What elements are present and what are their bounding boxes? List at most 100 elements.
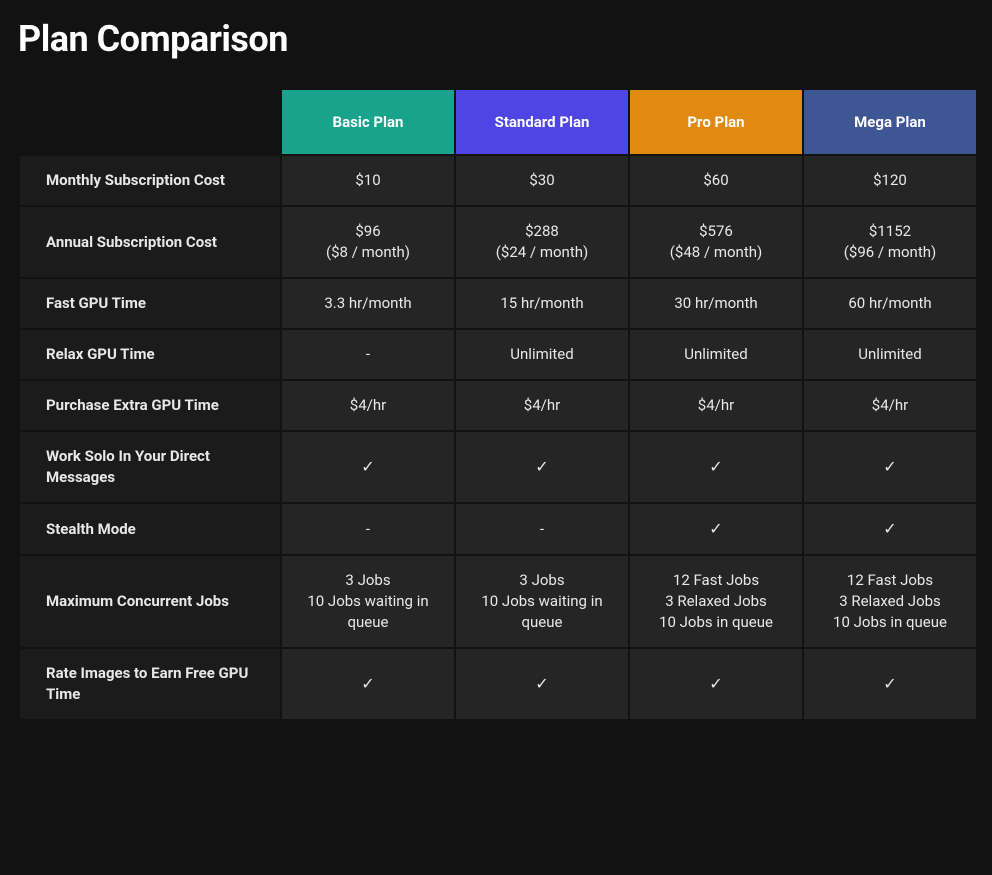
table-row: Work Solo In Your Direct Messages ✓ ✓ ✓ ✓ — [20, 432, 976, 502]
cell-pro: ✓ — [630, 432, 802, 502]
cell-line: 12 Fast Jobs — [673, 571, 759, 589]
cell-basic: ✓ — [282, 649, 454, 719]
cell-mega: 60 hr/month — [804, 279, 976, 328]
cell-basic: ✓ — [282, 432, 454, 502]
cell-standard: $4/hr — [456, 381, 628, 430]
plan-header-basic: Basic Plan — [282, 90, 454, 154]
cell-mega: $4/hr — [804, 381, 976, 430]
cell-line: 3 Jobs — [345, 571, 390, 589]
cell-pro: $60 — [630, 156, 802, 205]
table-row: Relax GPU Time - Unlimited Unlimited Unlimit… — [20, 330, 976, 379]
cell-line: 3 Relaxed Jobs — [814, 591, 966, 612]
cell-line: $120 — [873, 171, 907, 189]
cell-pro: $4/hr — [630, 381, 802, 430]
cell-standard: $288 ($24 / month) — [456, 207, 628, 277]
row-label: Fast GPU Time — [20, 279, 280, 328]
cell-line: - — [366, 345, 370, 363]
cell-standard: ✓ — [456, 432, 628, 502]
row-label: Maximum Concurrent Jobs — [20, 556, 280, 647]
cell-line: $30 — [529, 171, 554, 189]
cell-pro: 30 hr/month — [630, 279, 802, 328]
row-label: Rate Images to Earn Free GPU Time — [20, 649, 280, 719]
cell-line: 30 hr/month — [674, 294, 757, 312]
cell-line: ✓ — [709, 519, 722, 538]
cell-line: ($24 / month) — [466, 242, 618, 263]
cell-basic: - — [282, 504, 454, 554]
row-label: Purchase Extra GPU Time — [20, 381, 280, 430]
cell-pro: ✓ — [630, 504, 802, 554]
row-label: Work Solo In Your Direct Messages — [20, 432, 280, 502]
cell-line: ✓ — [709, 457, 722, 476]
cell-line: ✓ — [361, 674, 374, 693]
cell-line: $96 — [355, 222, 380, 240]
cell-mega: ✓ — [804, 432, 976, 502]
plan-header-standard: Standard Plan — [456, 90, 628, 154]
cell-line: - — [540, 520, 544, 538]
cell-line: 10 Jobs in queue — [640, 612, 792, 633]
cell-line: 12 Fast Jobs — [847, 571, 933, 589]
cell-line: $4/hr — [524, 396, 560, 414]
table-row: Fast GPU Time 3.3 hr/month 15 hr/month 30 h… — [20, 279, 976, 328]
cell-line: Unlimited — [510, 345, 573, 363]
cell-line: 3.3 hr/month — [324, 294, 411, 312]
cell-line: ✓ — [361, 457, 374, 476]
page-title: Plan Comparison — [18, 18, 974, 60]
cell-line: ✓ — [883, 674, 896, 693]
cell-line: $576 — [699, 222, 733, 240]
table-row: Monthly Subscription Cost$10$30$60$120 — [20, 156, 976, 205]
cell-line: 15 hr/month — [500, 294, 583, 312]
cell-basic: $96 ($8 / month) — [282, 207, 454, 277]
table-row: Annual Subscription Cost$96($8 / month)$… — [20, 207, 976, 277]
cell-standard: 15 hr/month — [456, 279, 628, 328]
cell-standard: - — [456, 504, 628, 554]
table-row: Rate Images to Earn Free GPU Time ✓ ✓ ✓ ✓ — [20, 649, 976, 719]
plan-comparison-table: Basic Plan Standard Plan Pro Plan Mega P… — [18, 88, 978, 721]
cell-line: $4/hr — [350, 396, 386, 414]
table-header-corner — [20, 90, 280, 154]
cell-line: ✓ — [535, 674, 548, 693]
cell-pro: ✓ — [630, 649, 802, 719]
cell-basic: 3 Jobs 10 Jobs waiting in queue — [282, 556, 454, 647]
cell-mega: Unlimited — [804, 330, 976, 379]
cell-standard: 3 Jobs 10 Jobs waiting in queue — [456, 556, 628, 647]
cell-line: ✓ — [709, 674, 722, 693]
cell-basic: - — [282, 330, 454, 379]
cell-line: 3 Jobs — [519, 571, 564, 589]
cell-pro: 12 Fast Jobs 3 Relaxed Jobs10 Jobs in que… — [630, 556, 802, 647]
cell-line: 10 Jobs waiting in queue — [292, 591, 444, 633]
cell-line: 3 Relaxed Jobs — [640, 591, 792, 612]
row-label: Annual Subscription Cost — [20, 207, 280, 277]
row-label: Relax GPU Time — [20, 330, 280, 379]
cell-standard: Unlimited — [456, 330, 628, 379]
cell-line: $10 — [355, 171, 380, 189]
cell-line: $4/hr — [872, 396, 908, 414]
plan-header-pro: Pro Plan — [630, 90, 802, 154]
cell-line: ✓ — [883, 457, 896, 476]
cell-line: ✓ — [535, 457, 548, 476]
cell-line: $4/hr — [698, 396, 734, 414]
cell-pro: $576 ($48 / month) — [630, 207, 802, 277]
table-row: Purchase Extra GPU Time $4/hr $4/hr $4/hr $4… — [20, 381, 976, 430]
cell-standard: $30 — [456, 156, 628, 205]
cell-basic: $4/hr — [282, 381, 454, 430]
cell-line: $288 — [525, 222, 559, 240]
row-label: Stealth Mode — [20, 504, 280, 554]
cell-line: ($48 / month) — [640, 242, 792, 263]
cell-line: 60 hr/month — [848, 294, 931, 312]
table-body: Monthly Subscription Cost$10$30$60$120An… — [20, 156, 976, 719]
cell-line: - — [366, 520, 370, 538]
cell-line: Unlimited — [684, 345, 747, 363]
cell-line: $1152 — [869, 222, 911, 240]
cell-line: Unlimited — [858, 345, 921, 363]
cell-basic: $10 — [282, 156, 454, 205]
cell-mega: ✓ — [804, 504, 976, 554]
table-row: Stealth Mode - - ✓ ✓ — [20, 504, 976, 554]
cell-line: ($8 / month) — [292, 242, 444, 263]
cell-standard: ✓ — [456, 649, 628, 719]
cell-mega: $120 — [804, 156, 976, 205]
cell-line: ✓ — [883, 519, 896, 538]
cell-line: ($96 / month) — [814, 242, 966, 263]
plan-header-mega: Mega Plan — [804, 90, 976, 154]
cell-mega: $1152 ($96 / month) — [804, 207, 976, 277]
cell-line: 10 Jobs waiting in queue — [466, 591, 618, 633]
